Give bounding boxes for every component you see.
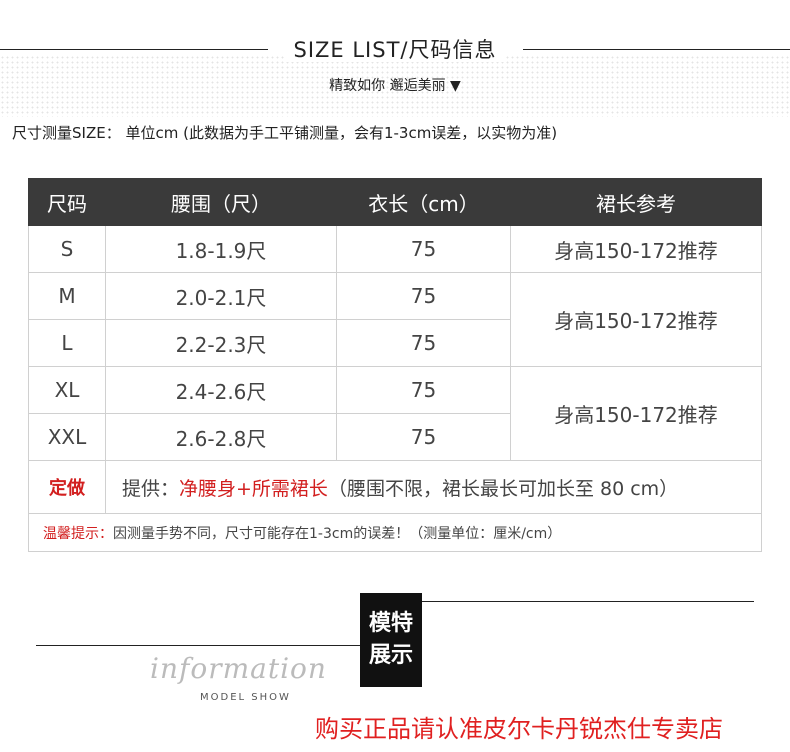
divider	[36, 645, 360, 646]
tip-label: 温馨提示：	[43, 525, 113, 542]
dotted-background	[0, 55, 790, 117]
subtitle: 精致如你 邂逅美丽 ▼	[329, 78, 461, 94]
size: S	[28, 225, 106, 273]
size: XXL	[28, 413, 106, 461]
waist: 1.8-1.9尺	[105, 225, 337, 273]
header-length: 衣长（cm）	[336, 178, 511, 226]
length: 75	[336, 272, 511, 320]
table-row: S 1.8-1.9尺 75 身高150-172推荐	[28, 225, 762, 273]
header-size: 尺码	[28, 178, 106, 226]
waist: 2.4-2.6尺	[105, 366, 337, 414]
size-table: 尺码 腰围（尺） 衣长（cm） 裙长参考 S 1.8-1.9尺 75 身高150-17…	[28, 178, 762, 552]
custom-text: 提供：净腰身+所需裙长（腰围不限，裙长最长可加长至 80 cm）	[105, 460, 762, 514]
tip-text: 因测量手势不同，尺寸可能存在1-3cm的误差！（测量单位：厘米/cm）	[113, 525, 562, 542]
custom-prefix: 提供：	[122, 477, 180, 500]
model-show-label: MODEL SHOW	[200, 692, 291, 703]
divider	[422, 601, 754, 602]
page-title: SIZE LIST/尺码信息	[0, 34, 790, 64]
skirt-ref: 身高150-172推荐	[510, 366, 762, 461]
waist: 2.0-2.1尺	[105, 272, 337, 320]
length: 75	[336, 413, 511, 461]
header-skirt-ref: 裙长参考	[510, 178, 762, 226]
length: 75	[336, 225, 511, 273]
information-watermark: information	[150, 652, 327, 685]
size: M	[28, 272, 106, 320]
custom-label: 定做	[28, 460, 106, 514]
table-row: M 2.0-2.1尺 75 身高150-172推荐	[28, 272, 762, 367]
unit-note: 尺寸测量SIZE： 单位cm (此数据为手工平铺测量，会有1-3cm误差，以实物…	[12, 124, 558, 142]
header-waist: 腰围（尺）	[105, 178, 337, 226]
badge-line1: 模特	[368, 610, 413, 636]
tip-row: 温馨提示：因测量手势不同，尺寸可能存在1-3cm的误差！（测量单位：厘米/cm）	[28, 513, 762, 552]
model-show-badge: 模特 展示	[360, 593, 422, 687]
length: 75	[336, 366, 511, 414]
table-row: XL 2.4-2.6尺 75 身高150-172推荐	[28, 366, 762, 461]
waist: 2.2-2.3尺	[105, 319, 337, 367]
badge-line2: 展示	[368, 642, 413, 668]
skirt-ref: 身高150-172推荐	[510, 272, 762, 367]
size: XL	[28, 366, 106, 414]
waist: 2.6-2.8尺	[105, 413, 337, 461]
skirt-ref: 身高150-172推荐	[510, 225, 762, 273]
length: 75	[336, 319, 511, 367]
divider	[0, 49, 268, 50]
tip: 温馨提示：因测量手势不同，尺寸可能存在1-3cm的误差！（测量单位：厘米/cm）	[28, 513, 762, 552]
custom-row: 定做 提供：净腰身+所需裙长（腰围不限，裙长最长可加长至 80 cm）	[28, 460, 762, 514]
divider	[523, 49, 790, 50]
table-row: XXL 2.6-2.8尺 75	[28, 413, 762, 461]
custom-rest: （腰围不限，裙长最长可加长至 80 cm）	[327, 477, 679, 500]
size: L	[28, 319, 106, 367]
custom-highlight: 净腰身+所需裙长	[179, 477, 328, 500]
store-notice: 购买正品请认准皮尔卡丹锐杰仕专卖店	[315, 715, 723, 743]
page-title-text: SIZE LIST/尺码信息	[283, 38, 507, 62]
table-row: L 2.2-2.3尺 75	[28, 319, 762, 367]
